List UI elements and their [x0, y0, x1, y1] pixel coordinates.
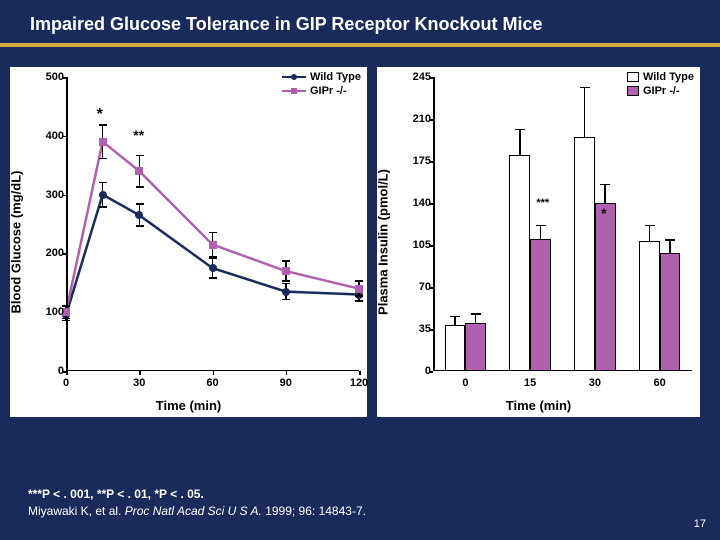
significance-mark: *	[97, 106, 103, 124]
ytick: 140	[403, 197, 431, 209]
xtick: 0	[462, 377, 468, 389]
ytick: 35	[403, 323, 431, 335]
bar	[574, 137, 595, 371]
error-bar	[519, 129, 521, 155]
ytick: 300	[36, 189, 64, 201]
bar	[445, 325, 466, 371]
line-chart-plot: ***	[66, 77, 359, 371]
ytick: 500	[36, 71, 64, 83]
bar	[639, 241, 660, 371]
significance-mark: *	[601, 205, 606, 221]
significance-mark: **	[133, 127, 144, 143]
legend-label: GIPr -/-	[643, 85, 680, 97]
bar-chart-ylabel: Plasma Insulin (pmol/L)	[376, 169, 391, 315]
data-marker	[135, 167, 143, 175]
line-chart-ylabel: Blood Glucose (mg/dL)	[9, 171, 24, 314]
legend-label: Wild Type	[643, 71, 694, 83]
bar-chart-plot: ****	[433, 77, 692, 371]
data-marker	[209, 264, 217, 272]
ytick: 210	[403, 113, 431, 125]
xtick: 30	[133, 377, 145, 389]
bar	[509, 155, 530, 371]
bar	[530, 239, 551, 371]
line-chart-panel: Blood Glucose (mg/dL) Time (min) *** Wil…	[10, 67, 367, 417]
ytick: 400	[36, 130, 64, 142]
line-chart-svg	[66, 77, 359, 371]
data-marker	[135, 211, 143, 219]
xtick: 30	[589, 377, 601, 389]
significance-mark: ***	[536, 197, 549, 209]
ytick: 175	[403, 155, 431, 167]
bar	[465, 323, 486, 371]
error-bar	[475, 313, 477, 323]
xtick: 120	[350, 377, 368, 389]
ytick: 0	[36, 365, 64, 377]
bar-chart-legend: Wild Type GIPr -/-	[627, 71, 694, 99]
legend-label: Wild Type	[310, 71, 361, 83]
bar-chart-panel: Plasma Insulin (pmol/L) Time (min) **** …	[377, 67, 700, 417]
error-bar	[669, 239, 671, 253]
data-marker	[99, 191, 107, 199]
error-bar	[454, 316, 456, 326]
legend-item-gipr: GIPr -/-	[627, 85, 694, 97]
citation-ref: 1999; 96: 14843-7.	[262, 504, 366, 518]
error-bar	[584, 87, 586, 137]
legend-item-wildtype: Wild Type	[282, 71, 361, 83]
ytick: 0	[403, 365, 431, 377]
ytick: 200	[36, 247, 64, 259]
series-line	[66, 142, 359, 313]
legend-label: GIPr -/-	[310, 85, 347, 97]
xtick: 60	[654, 377, 666, 389]
legend-item-gipr: GIPr -/-	[282, 85, 361, 97]
error-bar	[540, 225, 542, 239]
ytick: 105	[403, 239, 431, 251]
footer-citation: Miyawaki K, et al. Proc Natl Acad Sci U …	[28, 504, 366, 518]
page-number: 17	[694, 518, 706, 530]
ytick: 245	[403, 71, 431, 83]
charts-row: Blood Glucose (mg/dL) Time (min) *** Wil…	[0, 57, 720, 417]
error-bar	[649, 225, 651, 242]
citation-journal: Proc Natl Acad Sci U S A.	[125, 504, 262, 518]
data-marker	[99, 138, 107, 146]
bar-chart-xlabel: Time (min)	[377, 398, 700, 413]
title-underline	[0, 43, 720, 47]
data-marker	[209, 241, 217, 249]
xtick: 90	[280, 377, 292, 389]
citation-authors: Miyawaki K, et al.	[28, 504, 125, 518]
xtick: 60	[206, 377, 218, 389]
bar	[660, 253, 681, 371]
line-chart-legend: Wild Type GIPr -/-	[282, 71, 361, 99]
line-chart-xlabel: Time (min)	[10, 398, 367, 413]
ytick: 100	[36, 306, 64, 318]
data-marker	[355, 285, 363, 293]
xtick: 15	[524, 377, 536, 389]
footer: ***P < . 001, **P < . 01, *P < . 05. Miy…	[28, 487, 366, 518]
error-bar	[604, 184, 606, 203]
xtick: 0	[63, 377, 69, 389]
legend-item-wildtype: Wild Type	[627, 71, 694, 83]
ytick: 70	[403, 281, 431, 293]
page-title: Impaired Glucose Tolerance in GIP Recept…	[0, 0, 720, 43]
bar	[595, 203, 616, 371]
data-marker	[282, 288, 290, 296]
footer-stats: ***P < . 001, **P < . 01, *P < . 05.	[28, 487, 366, 501]
data-marker	[282, 267, 290, 275]
